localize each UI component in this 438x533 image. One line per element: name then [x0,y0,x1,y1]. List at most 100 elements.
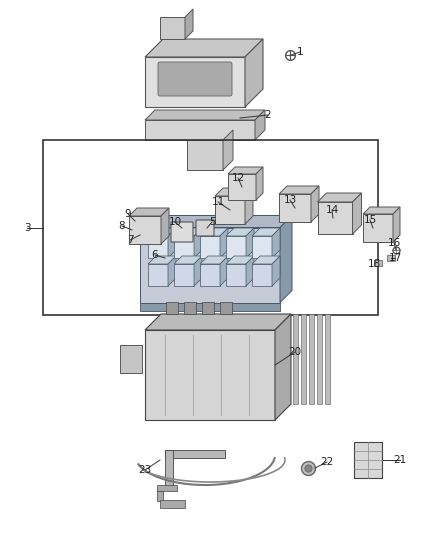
Polygon shape [145,120,255,140]
Text: 7: 7 [127,235,133,245]
Polygon shape [148,256,176,264]
Text: 12: 12 [231,173,245,183]
Polygon shape [174,264,194,286]
Text: 14: 14 [325,205,339,215]
Bar [165,450,225,458]
Text: 1: 1 [297,47,303,57]
Polygon shape [129,208,169,216]
Polygon shape [245,188,253,224]
Text: 18: 18 [367,259,381,269]
Bar [120,345,142,373]
Polygon shape [129,216,161,244]
Bar [184,302,196,314]
Polygon shape [226,256,254,264]
Text: 11: 11 [212,197,225,207]
Polygon shape [226,228,254,236]
Text: 17: 17 [389,253,402,263]
Polygon shape [252,236,272,258]
Polygon shape [160,17,185,39]
Polygon shape [228,174,256,200]
Polygon shape [215,188,253,196]
Bar [166,302,178,314]
Bar [387,255,395,261]
Text: 13: 13 [283,195,297,205]
Polygon shape [272,228,280,258]
Polygon shape [353,193,361,234]
Polygon shape [200,236,220,258]
Polygon shape [245,39,263,107]
Polygon shape [145,314,291,330]
Bar [157,491,163,501]
Polygon shape [140,215,292,228]
Polygon shape [272,256,280,286]
Bar [220,302,232,314]
Polygon shape [363,214,393,242]
Bar [140,303,280,311]
Polygon shape [148,228,176,236]
Polygon shape [246,256,254,286]
Polygon shape [148,236,168,258]
Polygon shape [363,207,400,214]
Bar [325,314,330,404]
Polygon shape [174,236,194,258]
Polygon shape [187,140,223,170]
Polygon shape [168,256,176,286]
Bar [293,314,298,404]
Polygon shape [318,202,353,234]
Polygon shape [200,228,228,236]
Bar [309,314,314,404]
Text: 6: 6 [152,250,158,260]
Polygon shape [161,208,169,244]
Polygon shape [279,186,319,194]
FancyBboxPatch shape [158,62,232,96]
Bar [165,450,173,490]
Bar [354,442,382,478]
Polygon shape [174,256,202,264]
Text: 16: 16 [387,238,401,248]
Polygon shape [246,228,254,258]
Polygon shape [226,264,246,286]
Polygon shape [252,264,272,286]
Polygon shape [220,256,228,286]
Polygon shape [252,256,280,264]
Bar [317,314,322,404]
Polygon shape [393,207,400,242]
Polygon shape [255,110,265,140]
Text: 20: 20 [289,347,301,357]
Bar [202,302,214,314]
Polygon shape [226,236,246,258]
Text: 2: 2 [265,110,271,120]
Polygon shape [200,256,228,264]
FancyBboxPatch shape [196,220,214,236]
Bar [157,485,177,491]
Bar [160,500,185,508]
Text: 3: 3 [24,223,30,233]
Polygon shape [256,167,263,200]
Bar [43,140,378,315]
Text: 8: 8 [119,221,125,231]
Polygon shape [145,57,245,107]
Text: 21: 21 [393,455,406,465]
Text: 10: 10 [169,217,182,227]
Text: 9: 9 [125,209,131,219]
Polygon shape [145,110,265,120]
Polygon shape [145,39,263,57]
Polygon shape [311,186,319,222]
Polygon shape [252,228,280,236]
FancyBboxPatch shape [171,222,193,242]
Polygon shape [185,9,193,39]
Polygon shape [280,215,292,303]
Polygon shape [145,330,275,420]
Polygon shape [174,228,202,236]
Polygon shape [275,314,291,420]
Text: 22: 22 [320,457,334,467]
Text: 5: 5 [208,217,215,227]
Polygon shape [148,264,168,286]
Polygon shape [228,167,263,174]
Bar [301,314,306,404]
Polygon shape [168,228,176,258]
Polygon shape [215,196,245,224]
Polygon shape [279,194,311,222]
Polygon shape [220,228,228,258]
Polygon shape [318,193,361,202]
